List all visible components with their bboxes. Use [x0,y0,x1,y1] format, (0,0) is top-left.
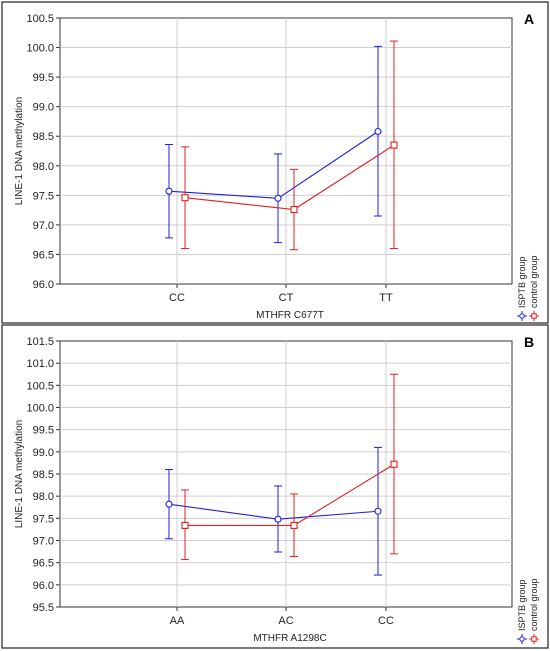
legend-label: ISPTB group [517,256,527,308]
panel-a-x-axis-label: MTHFR C677T [256,310,324,321]
panel-b-legend: ISPTB group control group [517,578,539,644]
x-tick-label: CT [279,292,294,304]
y-tick-label: 99.0 [33,102,54,114]
panel-b-x-ticks: AA AC CC [170,607,394,627]
data-point [181,194,189,202]
panel-a-border [1,1,549,324]
y-tick-label: 96.5 [33,558,54,570]
y-tick-label: 96.5 [33,249,54,261]
legend-swatch-marker [519,636,525,642]
y-tick-label: 97.5 [33,190,54,202]
panel-b-y-ticks: 95.5 96.0 96.5 97.0 97.5 98.0 98.5 99.0 99.5 100.… [26,336,60,614]
y-tick-label: 100.0 [26,43,54,55]
panel-b-series [165,373,398,576]
x-tick-label: CC [169,292,185,304]
y-tick-label: 96.0 [33,279,54,291]
x-tick-label: AA [170,615,185,627]
panel-b-grid [60,341,512,607]
y-tick-label: 97.0 [33,220,54,232]
x-tick-label: TT [379,292,393,304]
panel-a-x-ticks: CC CT TT [169,284,393,304]
data-point [290,205,298,214]
y-tick-label: 98.0 [33,491,54,503]
y-tick-label: 100.5 [26,380,54,392]
panel-b-x-axis-label: MTHFR A1298C [253,633,326,644]
legend-label: ISPTB group [517,579,527,631]
data-point [374,507,382,515]
legend-label: control group [529,578,539,631]
x-tick-label: CC [378,615,394,627]
y-tick-label: 101.5 [26,336,54,348]
data-point [390,460,398,468]
y-tick-label: 99.5 [33,72,54,84]
panel-a-series [165,40,398,251]
legend-swatch-marker [531,636,537,642]
y-tick-label: 97.0 [33,536,54,548]
data-point [165,500,173,508]
y-tick-label: 98.5 [33,469,54,481]
y-tick-label: 96.0 [33,580,54,592]
y-tick-label: 98.0 [33,161,54,173]
data-point [274,194,282,202]
legend-swatch-marker [519,313,525,319]
data-point [181,521,189,529]
legend-label: control group [529,255,539,308]
y-tick-label: 99.0 [33,447,54,459]
data-point [290,521,298,529]
panel-b: B MTHFR A1298C LINE-1 DNA methylation 95… [1,324,549,649]
y-tick-label: 95.5 [33,602,54,614]
panel-a-y-ticks: 96.0 96.5 97.0 97.5 98.0 98.5 99.0 99.5 100.0 100… [26,13,60,291]
panel-a-grid [60,18,512,284]
y-tick-label: 100.0 [26,403,54,415]
panel-a-y-axis-label: LINE-1 DNA methylation [14,97,25,205]
y-tick-label: 98.5 [33,131,54,143]
data-point [165,187,173,195]
data-point [390,141,398,149]
y-tick-label: 99.5 [33,425,54,437]
data-point [274,515,282,523]
data-point [374,127,382,136]
legend-swatch-marker [531,313,537,319]
panel-b-y-axis-label: LINE-1 DNA methylation [14,420,25,528]
panel-a-label: A [524,11,534,27]
panel-a: A MTHFR C677T LINE-1 DNA methylation 96.… [1,1,549,324]
x-tick-label: AC [278,615,293,627]
panel-b-label: B [524,334,534,350]
panel-b-border [1,324,549,649]
y-tick-label: 97.5 [33,513,54,525]
y-tick-label: 100.5 [26,13,54,25]
panel-a-legend: ISPTB group control group [517,255,539,321]
y-tick-label: 101.0 [26,358,54,370]
